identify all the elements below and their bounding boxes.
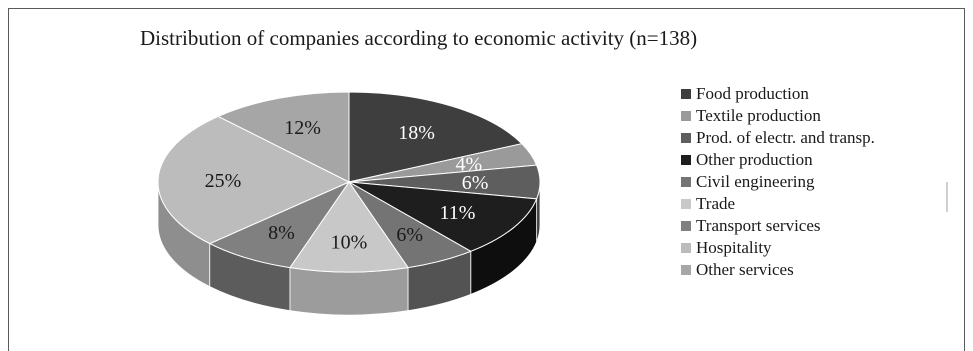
pie-slice-0	[348, 91, 523, 183]
legend-swatch-2	[681, 133, 691, 143]
pie-label-1: 4%	[456, 154, 483, 176]
chart-title: Distribution of companies according to e…	[140, 26, 698, 50]
legend-swatch-0	[681, 89, 691, 99]
legend-label-6: Transport services	[696, 216, 821, 235]
legend-label-3: Other production	[696, 150, 813, 169]
legend-label-7: Hospitality	[696, 238, 772, 257]
legend-item-1: Textile production	[681, 105, 875, 127]
pie-label-0: 18%	[398, 122, 435, 144]
pie-side-5	[289, 267, 409, 316]
chart-legend: Food production Textile production Prod. o…	[681, 83, 875, 281]
legend-swatch-6	[681, 221, 691, 231]
legend-label-5: Trade	[696, 194, 736, 213]
legend-swatch-4	[681, 177, 691, 187]
pie-label-6: 8%	[268, 222, 295, 244]
legend-item-6: Transport services	[681, 215, 875, 237]
legend-item-8: Other services	[681, 259, 875, 281]
pie-sides	[157, 181, 541, 316]
pie-label-7: 25%	[205, 170, 242, 192]
pie-slice-3	[348, 181, 538, 252]
pie-label-2: 6%	[462, 172, 489, 194]
pie-label-3: 11%	[440, 202, 476, 224]
edge-mark	[946, 182, 948, 212]
legend-item-0: Food production	[681, 83, 875, 105]
pie-slices	[157, 91, 541, 273]
legend-label-2: Prod. of electr. and transp.	[696, 128, 875, 147]
pie-slice-6	[208, 180, 351, 269]
legend-item-3: Other production	[681, 149, 875, 171]
legend-swatch-7	[681, 243, 691, 253]
legend-swatch-1	[681, 111, 691, 121]
legend-label-4: Civil engineering	[696, 172, 815, 191]
legend-item-5: Trade	[681, 193, 875, 215]
legend-label-0: Food production	[696, 84, 809, 103]
legend-label-8: Other services	[696, 260, 794, 279]
legend-item-7: Hospitality	[681, 237, 875, 259]
pie-slice-5	[289, 181, 409, 273]
pie-labels: 18%4%6%11%6%10%8%25%12%	[205, 117, 489, 254]
pie-label-5: 10%	[331, 231, 368, 253]
pie-label-8: 12%	[284, 117, 321, 139]
pie-label-4: 6%	[396, 224, 423, 246]
pie-slice-7	[157, 115, 351, 245]
legend-item-4: Civil engineering	[681, 171, 875, 193]
legend-item-2: Prod. of electr. and transp.	[681, 127, 875, 149]
legend-swatch-3	[681, 155, 691, 165]
legend-label-1: Textile production	[696, 106, 821, 125]
legend-swatch-8	[681, 265, 691, 275]
legend-swatch-5	[681, 199, 691, 209]
pie-slice-8	[217, 91, 350, 183]
